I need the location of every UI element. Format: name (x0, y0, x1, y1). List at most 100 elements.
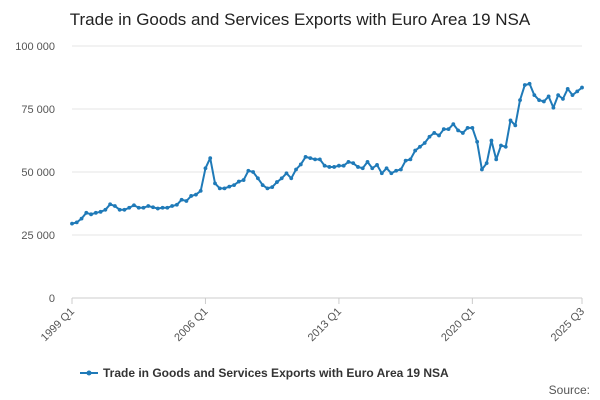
data-point (203, 166, 208, 171)
data-point (132, 203, 136, 208)
data-point (379, 171, 384, 176)
data-point (303, 154, 308, 159)
data-point (308, 156, 313, 161)
data-point (98, 209, 103, 214)
data-point (232, 183, 236, 188)
data-point (432, 131, 437, 135)
data-point (494, 157, 499, 162)
data-point (103, 207, 108, 212)
data-point (408, 157, 413, 162)
data-point (499, 143, 503, 148)
data-point (189, 194, 194, 198)
data-point (356, 165, 360, 169)
data-point (198, 189, 203, 193)
y-tick-label: 75 000 (21, 104, 55, 116)
data-point (351, 161, 356, 166)
data-point (222, 186, 227, 191)
data-point (565, 86, 570, 91)
data-point (93, 210, 98, 215)
data-point (484, 161, 489, 166)
data-point (346, 160, 351, 164)
data-point (360, 166, 365, 171)
data-point (341, 163, 346, 168)
data-point (513, 123, 518, 128)
data-point (446, 127, 451, 132)
data-point (155, 206, 160, 211)
x-tick-label: 2025 Q3 (549, 306, 587, 344)
data-point (413, 148, 418, 153)
y-tick-label: 100 000 (15, 41, 55, 53)
source-label: Source: (549, 383, 590, 397)
data-point (522, 83, 527, 87)
data-point (470, 126, 475, 130)
data-point (289, 176, 294, 181)
x-tick-label: 2020 Q1 (439, 306, 477, 344)
data-point (403, 158, 408, 163)
data-point (441, 127, 446, 132)
data-point (418, 144, 422, 149)
data-point (160, 205, 165, 210)
data-point (284, 171, 289, 176)
data-point (389, 171, 394, 176)
data-point (251, 170, 256, 174)
data-point (127, 205, 132, 210)
data-point (208, 156, 213, 161)
data-point (465, 126, 470, 130)
data-point (122, 207, 127, 212)
data-point (527, 81, 532, 86)
data-point (146, 204, 151, 208)
x-tick-label: 2006 Q1 (172, 306, 210, 344)
data-point (255, 176, 260, 181)
data-point (375, 163, 379, 167)
data-point (84, 210, 89, 215)
data-point (332, 165, 337, 169)
data-point (165, 205, 170, 210)
data-point (213, 181, 217, 186)
data-point (70, 221, 74, 226)
y-tick-label: 50 000 (21, 167, 55, 179)
data-point (570, 93, 575, 98)
data-point (480, 167, 484, 172)
data-point (217, 186, 222, 191)
data-point (489, 138, 494, 143)
data-point (279, 176, 284, 181)
data-point (184, 199, 189, 203)
data-point (89, 212, 93, 217)
legend[interactable]: Trade in Goods and Services Exports with… (80, 366, 449, 380)
data-point (451, 122, 456, 127)
data-point (561, 97, 565, 101)
data-point (317, 157, 322, 162)
y-tick-label: 25 000 (21, 230, 55, 242)
legend-swatch-marker (86, 370, 92, 376)
data-point (475, 139, 480, 144)
data-point (422, 141, 427, 145)
data-point (532, 93, 537, 98)
data-point (541, 99, 546, 104)
data-point (108, 202, 113, 207)
data-point (241, 178, 246, 182)
chart-title: Trade in Goods and Services Exports with… (70, 10, 531, 29)
data-point (313, 157, 317, 162)
data-point (270, 185, 275, 190)
data-point (275, 180, 279, 184)
data-point (580, 85, 584, 90)
data-point (117, 207, 122, 212)
data-point (151, 205, 155, 210)
data-point (136, 205, 141, 210)
data-point (112, 204, 117, 208)
gridlines (72, 45, 582, 299)
data-point (298, 162, 303, 167)
data-point (327, 165, 332, 169)
data-point (427, 134, 432, 139)
data-point (575, 89, 580, 94)
y-axis: 0 25 000 50 000 75 000 100 000 (15, 41, 55, 305)
data-point (508, 118, 513, 123)
data-point (246, 168, 251, 173)
data-point (384, 166, 389, 171)
data-point (294, 167, 298, 172)
plot-area (70, 81, 584, 226)
data-point (370, 166, 375, 171)
data-point (460, 131, 465, 135)
data-point (456, 128, 460, 133)
